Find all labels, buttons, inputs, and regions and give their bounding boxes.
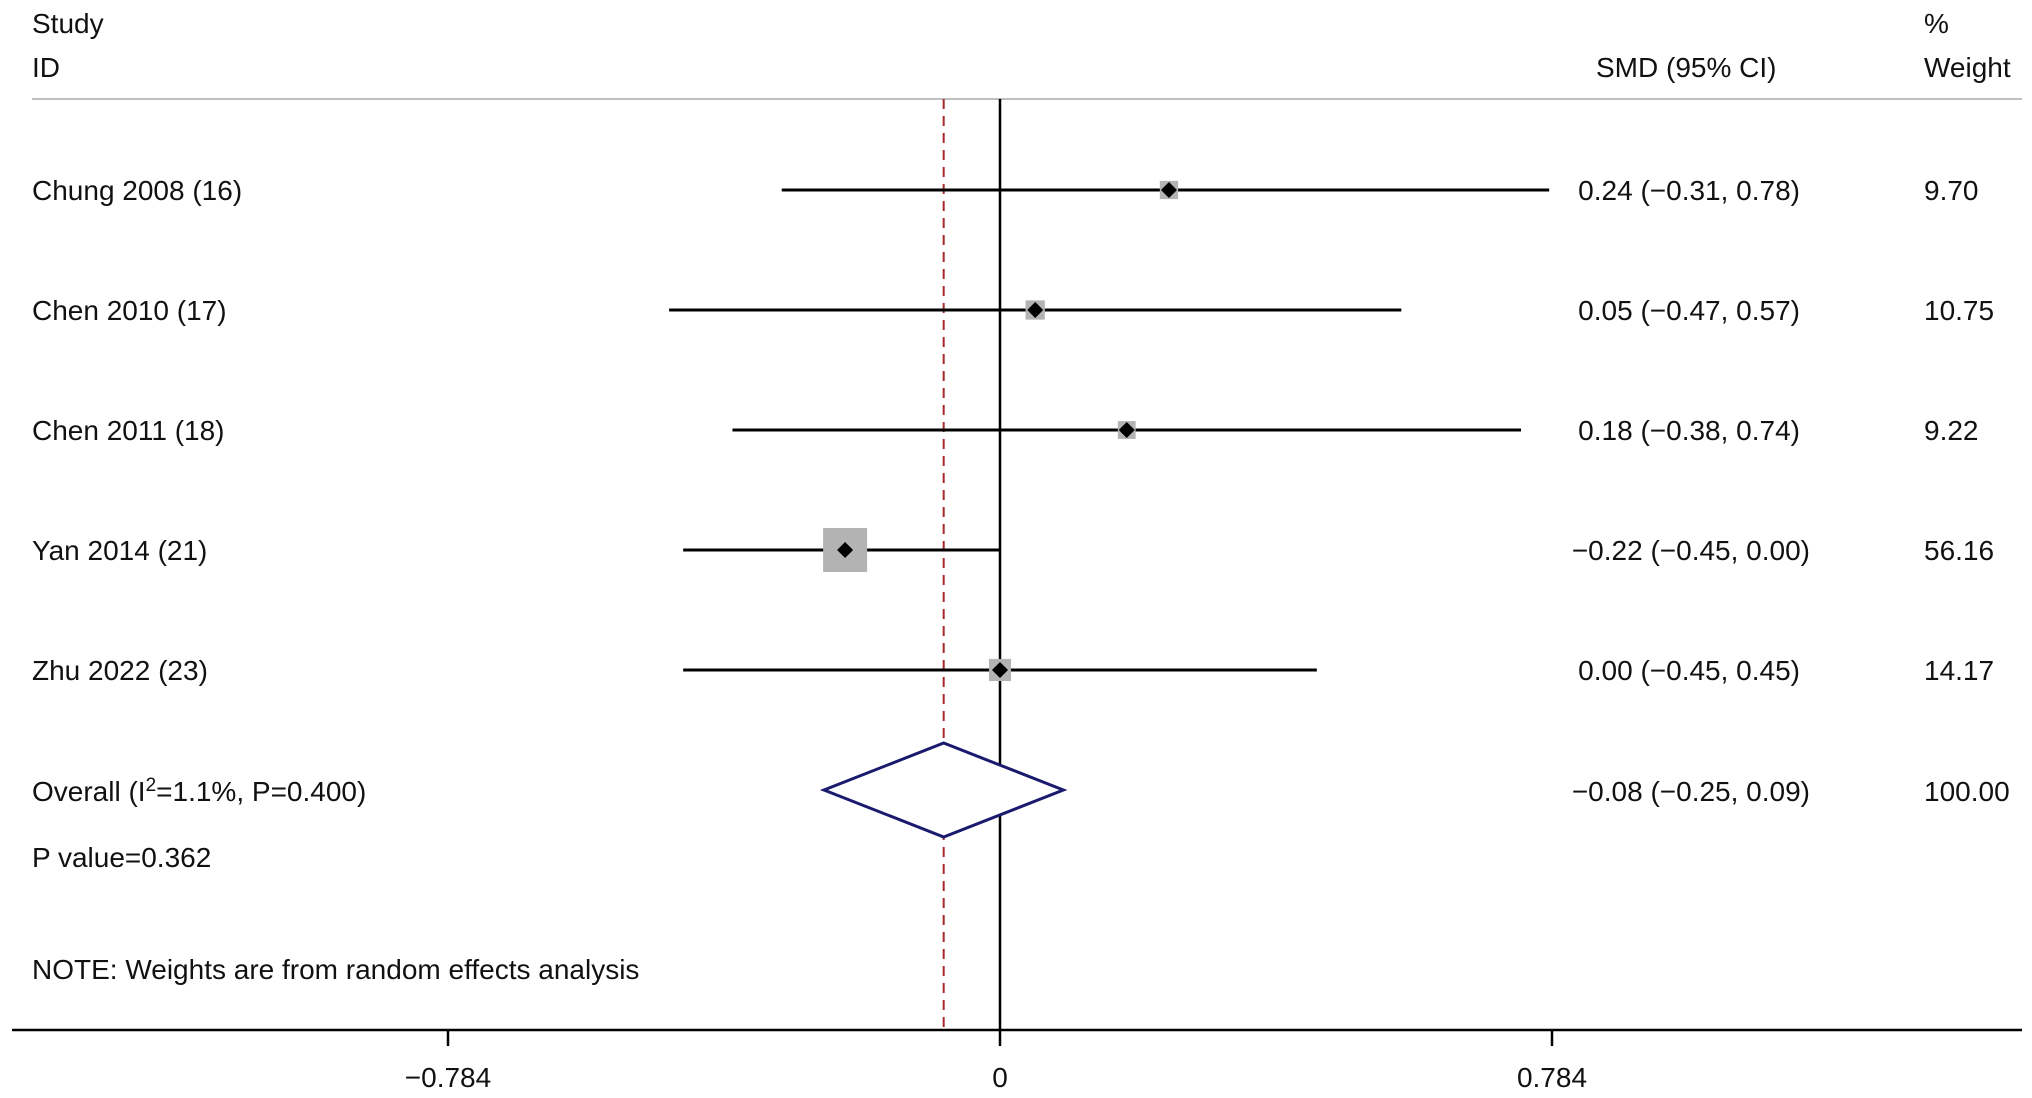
study-ci-text: 0.24 (−0.31, 0.78) [1578, 175, 1800, 206]
overall-label-suffix: =1.1%, P=0.400) [156, 776, 366, 807]
study-label: Chung 2008 (16) [32, 175, 242, 206]
header-smd-ci: SMD (95% CI) [1596, 52, 1776, 83]
overall-label-prefix: Overall (I [32, 776, 146, 807]
study-weight: 10.75 [1924, 295, 1994, 326]
study-row: Yan 2014 (21) −0.22 (−0.45, 0.00) 56.16 [32, 528, 1994, 572]
study-row: Zhu 2022 (23) 0.00 (−0.45, 0.45) 14.17 [32, 655, 1994, 686]
study-row: Chen 2010 (17) 0.05 (−0.47, 0.57) 10.75 [32, 295, 1994, 326]
study-ci-text: 0.00 (−0.45, 0.45) [1578, 655, 1800, 686]
study-row: Chung 2008 (16) 0.24 (−0.31, 0.78) 9.70 [32, 175, 1979, 206]
x-tick-label: 0.784 [1517, 1062, 1587, 1093]
point-estimate [837, 542, 854, 558]
point-estimate [1118, 422, 1135, 438]
overall-weight: 100.00 [1924, 776, 2010, 807]
point-estimate [1027, 302, 1044, 318]
study-ci-text: 0.18 (−0.38, 0.74) [1578, 415, 1800, 446]
study-ci-text: 0.05 (−0.47, 0.57) [1578, 295, 1800, 326]
study-label: Chen 2010 (17) [32, 295, 227, 326]
study-label: Chen 2011 (18) [32, 415, 225, 446]
overall-label: Overall (I2=1.1%, P=0.400) [32, 775, 366, 808]
point-estimate [992, 662, 1008, 678]
x-tick-label: −0.784 [405, 1062, 491, 1093]
x-tick-label: 0 [992, 1062, 1008, 1093]
overall-label-superscript: 2 [146, 775, 157, 796]
overall-row: Overall (I2=1.1%, P=0.400) −0.08 (−0.25,… [32, 741, 2010, 839]
point-estimate [1160, 182, 1177, 198]
overall-ci-text: −0.08 (−0.25, 0.09) [1572, 776, 1810, 807]
p-value: P value=0.362 [32, 842, 211, 873]
study-weight: 56.16 [1924, 535, 1994, 566]
note: NOTE: Weights are from random effects an… [32, 954, 639, 985]
header-study: Study [32, 8, 104, 39]
header-id: ID [32, 52, 60, 83]
study-ci-text: −0.22 (−0.45, 0.00) [1572, 535, 1810, 566]
study-label: Yan 2014 (21) [32, 535, 207, 566]
header-weight: Weight [1924, 52, 2011, 83]
overall-diamond [819, 741, 1068, 839]
study-weight: 9.22 [1924, 415, 1979, 446]
header-percent: % [1924, 8, 1949, 39]
study-weight: 14.17 [1924, 655, 1994, 686]
study-row: Chen 2011 (18) 0.18 (−0.38, 0.74) 9.22 [32, 415, 1979, 446]
study-label: Zhu 2022 (23) [32, 655, 208, 686]
study-weight: 9.70 [1924, 175, 1979, 206]
